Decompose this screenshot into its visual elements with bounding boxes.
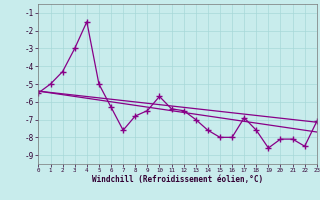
X-axis label: Windchill (Refroidissement éolien,°C): Windchill (Refroidissement éolien,°C)	[92, 175, 263, 184]
